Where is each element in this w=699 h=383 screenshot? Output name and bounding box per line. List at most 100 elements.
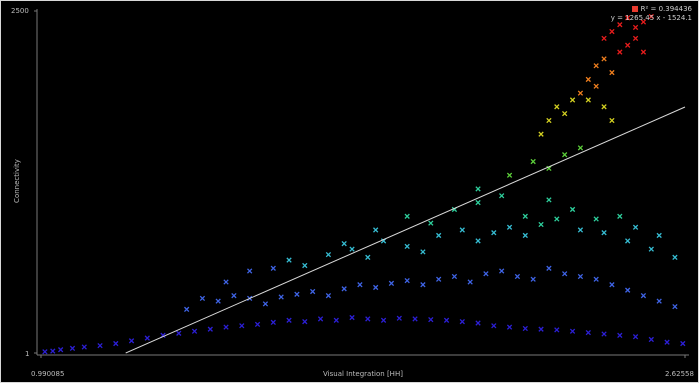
data-point [404,243,410,250]
data-point [601,104,607,110]
data-point [609,282,615,288]
data-point [609,69,615,76]
data-point [577,273,584,280]
data-point [601,230,607,236]
data-point [475,186,481,192]
data-point [577,90,584,96]
data-point [483,271,489,277]
data-point [412,316,418,322]
data-point [648,13,654,20]
data-point [601,56,607,62]
data-point [428,220,434,226]
data-point [554,216,560,222]
data-point [357,282,363,288]
data-point [640,19,647,25]
data-point [617,49,623,55]
data-point [270,265,276,271]
data-point [625,15,631,21]
data-point [609,28,615,35]
legend-swatch [631,6,638,12]
data-point [546,265,552,271]
data-point [325,251,332,258]
data-point [538,131,544,137]
data-point [349,246,355,252]
y-tick-label-max: 2500 [11,7,29,15]
data-point [593,276,599,282]
data-point [278,294,284,300]
data-point [404,277,410,284]
data-point [585,76,591,83]
data-point [506,224,513,230]
data-point [223,324,229,330]
data-point [373,284,379,291]
data-point [475,199,481,206]
data-point [522,325,528,332]
data-point [538,326,544,332]
data-point [144,335,150,341]
data-point [286,257,292,263]
data-point [648,336,654,343]
data-point [183,306,190,313]
data-point [554,327,560,333]
data-point [632,334,639,340]
data-point [81,344,87,350]
data-point [57,347,64,353]
data-point [373,227,379,233]
data-point [546,165,552,172]
data-point [294,291,300,297]
data-point [341,240,347,247]
data-points [42,13,686,355]
data-point [562,152,568,158]
data-point [113,340,119,347]
data-point [656,232,662,239]
data-point [569,206,576,213]
data-point [231,292,237,299]
data-point [506,172,513,178]
x-tick-label-max: 2.62558 [665,370,694,378]
data-point [640,49,647,55]
data-point [443,317,450,323]
data-point [585,329,591,336]
data-point [128,338,135,344]
data-point [207,326,213,332]
data-point [593,83,599,89]
data-point [223,279,229,285]
legend-r2-row: R² = 0.394436 [611,5,692,14]
data-point [625,287,631,293]
data-point [609,117,615,124]
data-point [247,268,253,274]
data-point [451,273,458,280]
regression-line [125,106,686,354]
data-point [664,339,670,345]
data-point [632,35,639,42]
data-point [396,315,402,321]
data-point [601,35,607,42]
data-point [69,345,76,352]
data-point [632,24,639,31]
data-point [640,292,647,299]
data-point [50,348,56,354]
data-point [625,42,631,48]
data-point [302,262,308,269]
data-point [530,276,536,282]
data-point [593,63,599,69]
data-point [656,298,662,304]
data-point [491,230,497,236]
data-point [317,316,324,322]
y-axis-label: Connectivity [13,159,21,203]
data-point [254,321,261,328]
data-point [569,328,576,334]
data-point [648,246,654,252]
data-point [577,145,584,151]
data-point [191,328,198,334]
data-point [562,110,568,117]
data-point [176,330,182,336]
data-point [491,323,497,329]
data-point [388,280,395,287]
data-point [475,238,481,244]
y-tick-label-min: 1 [25,350,29,358]
data-point [632,224,639,230]
data-point [199,295,206,302]
data-point [459,319,465,325]
